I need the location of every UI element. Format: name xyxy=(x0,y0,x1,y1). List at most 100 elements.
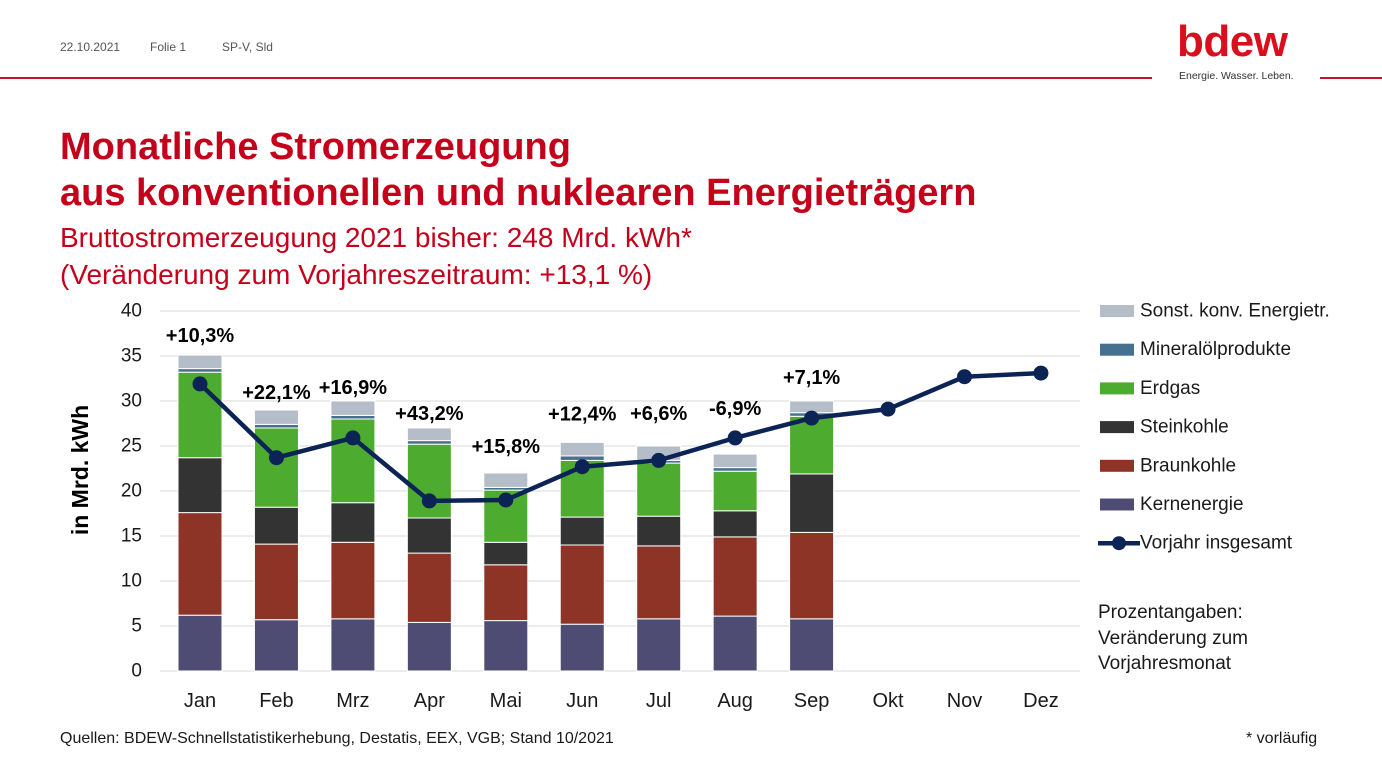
bar-braunkohle-jun xyxy=(559,544,605,625)
legend-swatch-mineralolprodukte xyxy=(1100,343,1134,356)
legend-label-vorjahr-insgesamt: Vorjahr insgesamt xyxy=(1140,533,1293,554)
bar-braunkohle-aug xyxy=(712,536,758,617)
line-marker-jun xyxy=(574,459,590,475)
x-tick-label-mai: Mai xyxy=(490,690,522,712)
legend-item-mineralolprodukte: Mineralölprodukte xyxy=(1100,339,1291,360)
x-tick-label-apr: Apr xyxy=(414,690,445,712)
bar-kernenergie-feb xyxy=(253,619,299,672)
bar-steinkohle-jul xyxy=(636,515,682,547)
x-tick-label-dez: Dez xyxy=(1023,690,1059,712)
line-marker-nov xyxy=(957,369,972,385)
line-marker-mai xyxy=(498,492,514,508)
legend-line-marker xyxy=(1112,536,1126,551)
bar-erdgas-aug xyxy=(712,470,758,512)
bar-kernenergie-jan xyxy=(177,614,223,672)
bar-steinkohle-jun xyxy=(559,516,605,546)
y-tick-label-35: 35 xyxy=(121,346,142,367)
line-marker-apr xyxy=(421,493,437,509)
legend-label-sonst-konv-energietr: Sonst. konv. Energietr. xyxy=(1140,301,1330,322)
bar-braunkohle-feb xyxy=(253,543,299,621)
x-tick-label-feb: Feb xyxy=(259,690,293,712)
legend-item-braunkohle: Braunkohle xyxy=(1100,455,1236,476)
y-tick-label-40: 40 xyxy=(121,301,142,322)
y-tick-label-10: 10 xyxy=(121,571,142,592)
footer-footnote: * vorläufig xyxy=(1246,730,1318,747)
x-axis-labels: Jan Feb Mrz Apr Mai Jun Jul Aug Sep Okt Nov Dez xyxy=(184,690,1059,712)
x-tick-label-sep: Sep xyxy=(794,690,830,712)
bar-sonst-konv-energietr-apr xyxy=(406,427,452,442)
change-labels: +10,3% +22,1% +16,9% +43,2% +15,8% +12,4% +6,6… xyxy=(166,325,841,458)
change-label-apr: +43,2% xyxy=(395,403,464,425)
legend-swatch-steinkohle xyxy=(1100,421,1134,434)
change-label-jun: +12,4% xyxy=(548,403,617,425)
legend-item-kernenergie: Kernenergie xyxy=(1100,494,1244,515)
bar-braunkohle-jan xyxy=(177,512,223,616)
line-marker-aug xyxy=(727,430,743,446)
line-marker-feb xyxy=(268,450,284,466)
y-tick-label-5: 5 xyxy=(131,616,142,637)
bar-mineralolprodukte-apr xyxy=(406,440,452,445)
header-rule-left xyxy=(0,77,1152,79)
legend-label-steinkohle: Steinkohle xyxy=(1140,417,1229,438)
footer-sources: Quellen: BDEW-Schnellstatistikerhebung, … xyxy=(60,730,614,747)
change-label-jan: +10,3% xyxy=(166,325,235,347)
header-author: SP-V, Sld xyxy=(222,40,273,54)
page-title-line2: aus konventionellen und nuklearen Energi… xyxy=(60,172,977,214)
legend-label-braunkohle: Braunkohle xyxy=(1140,455,1236,476)
change-label-mrz: +16,9% xyxy=(319,377,388,399)
stacked-bars xyxy=(177,354,835,672)
bar-sonst-konv-energietr-aug xyxy=(712,453,758,469)
bar-mineralolprodukte-mrz xyxy=(330,414,376,420)
y-axis-ticks: 0 5 10 15 20 25 30 35 40 xyxy=(121,301,142,682)
change-label-aug: -6,9% xyxy=(709,398,761,420)
bar-sonst-konv-energietr-jan xyxy=(177,354,223,370)
x-tick-label-aug: Aug xyxy=(717,690,753,712)
line-marker-okt xyxy=(880,401,896,417)
bar-braunkohle-jul xyxy=(636,545,682,620)
header-slide-number: Folie 1 xyxy=(150,40,187,54)
line-vorjahr-insgesamt xyxy=(198,370,1042,504)
bar-braunkohle-apr xyxy=(406,552,452,623)
bar-sonst-konv-energietr-mrz xyxy=(330,400,376,416)
bar-braunkohle-mrz xyxy=(330,541,376,620)
bar-steinkohle-jan xyxy=(177,457,223,514)
legend-swatch-erdgas xyxy=(1100,382,1134,395)
percent-note-line3: Vorjahresmonat xyxy=(1098,653,1232,674)
header-date: 22.10.2021 xyxy=(60,40,121,54)
bar-kernenergie-apr xyxy=(406,621,452,672)
bar-steinkohle-aug xyxy=(712,510,758,538)
legend-item-vorjahr-insgesamt: Vorjahr insgesamt xyxy=(1098,533,1293,554)
line-marker-jan xyxy=(192,376,208,392)
line-marker-mrz xyxy=(345,430,361,446)
change-label-sep: +7,1% xyxy=(783,367,840,389)
percent-note-line2: Veränderung zum xyxy=(1098,627,1248,649)
legend-item-erdgas: Erdgas xyxy=(1100,378,1200,399)
legend: Sonst. konv. Energietr. Mineralölprodukte… xyxy=(1098,301,1330,554)
y-tick-label-0: 0 xyxy=(131,661,142,682)
bar-braunkohle-sep xyxy=(789,531,835,620)
line-marker-jul xyxy=(651,452,667,468)
bar-steinkohle-sep xyxy=(789,473,835,533)
bar-steinkohle-feb xyxy=(253,506,299,545)
change-label-jul: +6,6% xyxy=(630,403,687,425)
bar-sonst-konv-energietr-mai xyxy=(483,472,529,488)
bar-mineralolprodukte-jan xyxy=(177,368,223,373)
bar-kernenergie-aug xyxy=(712,615,758,672)
bar-erdgas-jul xyxy=(636,462,682,517)
line-marker-sep xyxy=(804,410,820,426)
line-marker-dez xyxy=(1033,365,1049,381)
prior-year-line xyxy=(192,365,1049,509)
bar-kernenergie-sep xyxy=(789,618,835,672)
legend-label-kernenergie: Kernenergie xyxy=(1140,494,1244,515)
stacked-bar-line-chart: 0 5 10 15 20 25 30 35 40 in Mrd. kWh +10,3% +22,1… xyxy=(67,301,1330,713)
x-tick-label-jul: Jul xyxy=(646,690,672,712)
logo-wordmark: bdew xyxy=(1177,17,1288,66)
legend-item-steinkohle: Steinkohle xyxy=(1100,417,1229,438)
percent-note: Prozentangaben: Veränderung zum Vorjahre… xyxy=(1098,600,1248,677)
logo-tagline: Energie. Wasser. Leben. xyxy=(1179,70,1294,82)
bar-mineralolprodukte-feb xyxy=(253,423,299,429)
y-tick-label-20: 20 xyxy=(121,481,142,502)
bar-kernenergie-jun xyxy=(559,623,605,672)
percent-note-line1: Prozentangaben: xyxy=(1098,602,1243,623)
